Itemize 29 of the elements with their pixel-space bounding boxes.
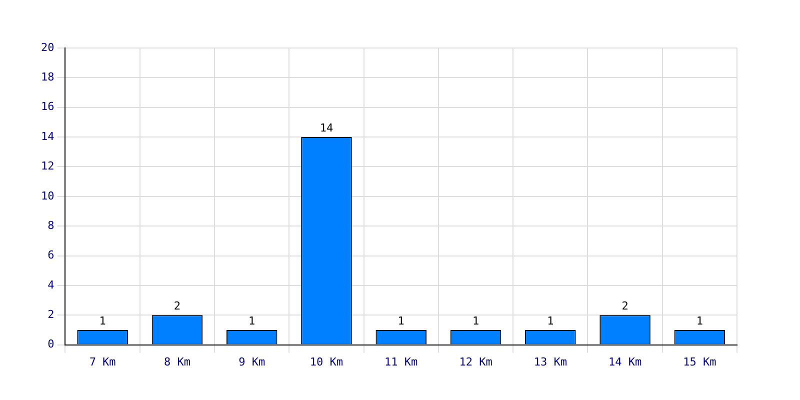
data-label: 1 <box>248 314 256 328</box>
y-tick-label: 2 <box>48 308 54 321</box>
y-tick-label: 14 <box>40 130 55 143</box>
y-tick-label: 12 <box>40 160 54 173</box>
x-tick-label: 11 Km <box>384 355 418 368</box>
data-label: 2 <box>174 299 181 312</box>
x-tick-label: 9 Km <box>238 355 266 368</box>
x-tick-label: 14 Km <box>608 355 642 368</box>
y-tick-label: 20 <box>40 40 54 54</box>
y-tick-label: 4 <box>48 278 55 292</box>
y-tick-label: 18 <box>40 70 54 84</box>
data-label: 14 <box>320 121 334 134</box>
x-tick-label: 10 Km <box>310 355 344 368</box>
y-tick-label: 0 <box>48 338 54 351</box>
x-tick-label: 8 Km <box>164 355 191 368</box>
x-tick-label: 13 Km <box>534 355 568 368</box>
data-label: 1 <box>398 314 404 328</box>
data-label: 1 <box>99 314 106 328</box>
x-tick-label: 7 Km <box>89 355 116 368</box>
data-label: 2 <box>622 299 628 312</box>
x-tick-label: 12 Km <box>459 355 493 368</box>
x-tick-label: 15 Km <box>683 355 717 368</box>
data-label: 1 <box>547 314 554 328</box>
y-tick-label: 6 <box>48 248 54 262</box>
data-label: 1 <box>472 314 480 328</box>
data-label: 1 <box>696 314 703 328</box>
y-tick-label: 16 <box>40 100 54 114</box>
y-tick-label: 10 <box>40 189 54 202</box>
y-tick-label: 8 <box>48 218 54 232</box>
